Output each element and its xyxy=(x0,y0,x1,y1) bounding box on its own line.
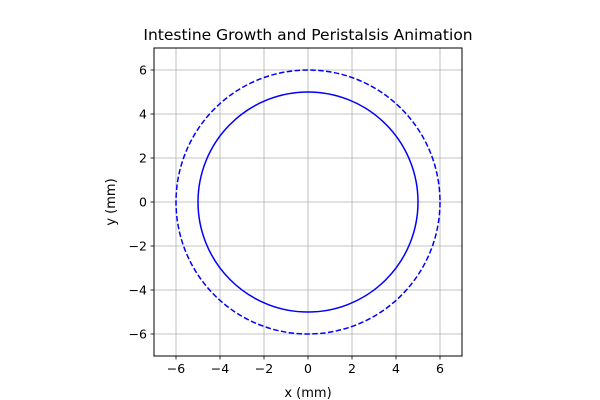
grid-lines xyxy=(154,48,462,356)
x-tick-label: 6 xyxy=(436,361,444,376)
y-tick-label: −2 xyxy=(129,239,147,254)
dashed-circle-series xyxy=(175,69,441,335)
x-tick-label: 4 xyxy=(392,361,400,376)
y-tick-label: 6 xyxy=(139,63,147,78)
solid-circle-series xyxy=(197,91,419,313)
x-tick-label: −6 xyxy=(167,361,185,376)
y-axis-label: y (mm) xyxy=(104,178,119,225)
x-axis-ticks: −6 −4 −2 0 2 4 6 xyxy=(167,356,444,376)
x-axis-label: x (mm) xyxy=(284,386,331,400)
x-tick-label: −4 xyxy=(211,361,229,376)
y-tick-label: 0 xyxy=(139,195,147,210)
y-axis-ticks: −6 −4 −2 0 2 4 6 xyxy=(129,63,154,342)
series-layer xyxy=(175,69,441,335)
x-tick-label: 0 xyxy=(304,361,312,376)
chart-title: Intestine Growth and Peristalsis Animati… xyxy=(143,26,472,44)
y-tick-label: −6 xyxy=(129,327,147,342)
x-tick-label: 2 xyxy=(348,361,356,376)
x-tick-label: −2 xyxy=(255,361,273,376)
y-tick-label: 4 xyxy=(139,107,147,122)
y-tick-label: −4 xyxy=(129,283,147,298)
y-tick-label: 2 xyxy=(139,151,147,166)
